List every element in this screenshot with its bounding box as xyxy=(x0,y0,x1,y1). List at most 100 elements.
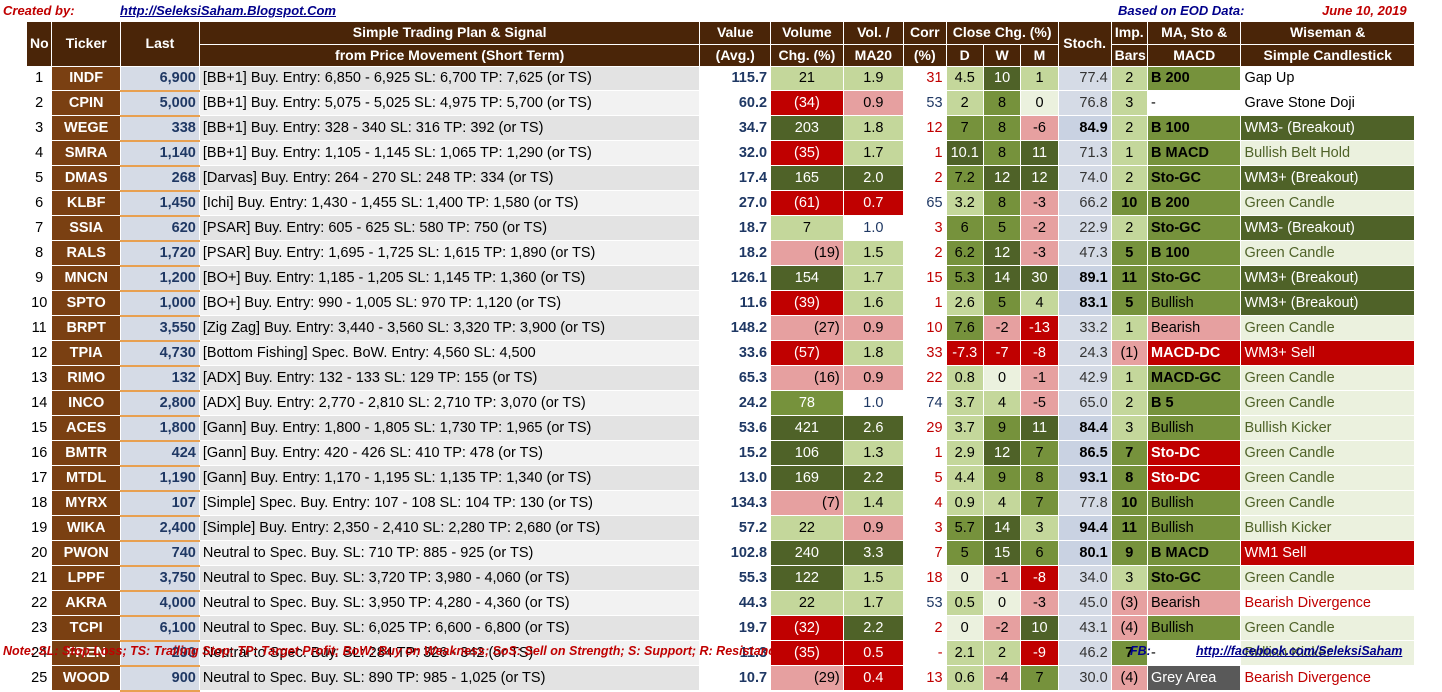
imp-bars: (4) xyxy=(1111,615,1148,641)
wiseman-candle: Green Candle xyxy=(1240,190,1415,216)
ticker-cell[interactable]: KLBF xyxy=(51,190,121,216)
ma-sto-macd: B 200 xyxy=(1147,66,1242,91)
ticker-cell[interactable]: MNCN xyxy=(51,265,121,291)
ma-sto-macd: Grey Area xyxy=(1147,665,1242,691)
value-avg: 19.7 xyxy=(699,615,772,641)
ticker-cell[interactable]: LPPF xyxy=(51,565,121,591)
ma-sto-macd: Bullish xyxy=(1147,290,1242,316)
ma-sto-macd: B 200 xyxy=(1147,190,1242,216)
value-avg: 10.7 xyxy=(699,665,772,691)
wiseman-candle: WM1 Sell xyxy=(1240,540,1415,566)
ticker-cell[interactable]: TCPI xyxy=(51,615,121,641)
imp-bars: 3 xyxy=(1111,90,1148,116)
imp-bars: 3 xyxy=(1111,565,1148,591)
ticker-cell[interactable]: INDF xyxy=(51,66,121,91)
trading-plan: [Simple] Buy. Entry: 2,350 - 2,410 SL: 2… xyxy=(199,515,701,541)
table-row: 15 ACES 1,800 [Gann] Buy. Entry: 1,800 - 1,… xyxy=(27,415,1415,442)
ticker-cell[interactable]: PWON xyxy=(51,540,121,566)
ticker-cell[interactable]: WIKA xyxy=(51,515,121,541)
stoch: 45.0 xyxy=(1058,590,1112,616)
corr: 2 xyxy=(903,165,947,191)
vol-ma20: 1.7 xyxy=(843,140,904,166)
ticker-cell[interactable]: MYRX xyxy=(51,490,121,516)
close-chg-m: -3 xyxy=(1020,190,1059,216)
ticker-cell[interactable]: SPTO xyxy=(51,290,121,316)
ticker-cell[interactable]: WOOD xyxy=(51,665,121,691)
corr: 65 xyxy=(903,190,947,216)
ma-sto-macd: B MACD xyxy=(1147,140,1242,166)
ma-sto-macd: Sto-GC xyxy=(1147,165,1242,191)
stoch: 83.1 xyxy=(1058,290,1112,316)
ticker-cell[interactable]: ACES xyxy=(51,415,121,441)
ma-sto-macd: - xyxy=(1147,90,1242,116)
volume-chg: (7) xyxy=(770,490,844,516)
close-chg-w: 4 xyxy=(983,390,1022,416)
last-price: 1,450 xyxy=(120,190,200,217)
imp-bars: 10 xyxy=(1111,190,1148,216)
ticker-cell[interactable]: AKRA xyxy=(51,590,121,616)
ticker-cell[interactable]: CPIN xyxy=(51,90,121,116)
last-price: 4,730 xyxy=(120,340,200,367)
close-chg-w: 14 xyxy=(983,515,1022,541)
last-price: 1,200 xyxy=(120,265,200,292)
ticker-cell[interactable]: TPIA xyxy=(51,340,121,366)
volume-chg: 421 xyxy=(770,415,844,441)
ticker-cell[interactable]: RALS xyxy=(51,240,121,266)
row-no: 8 xyxy=(27,240,53,266)
table-row: 12 TPIA 4,730 [Bottom Fishing] Spec. BoW. E… xyxy=(27,340,1415,367)
value-avg: 65.3 xyxy=(699,365,772,391)
trading-plan: [Bottom Fishing] Spec. BoW. Entry: 4,560… xyxy=(199,340,701,366)
close-chg-w: 0 xyxy=(983,590,1022,616)
imp-bars: 11 xyxy=(1111,515,1148,541)
trading-plan: [Darvas] Buy. Entry: 264 - 270 SL: 248 T… xyxy=(199,165,701,191)
ticker-cell[interactable]: RIMO xyxy=(51,365,121,391)
blog-link[interactable]: http://SeleksiSaham.Blogspot.Com xyxy=(120,3,336,18)
wiseman-candle: Green Candle xyxy=(1240,465,1415,491)
stoch: 71.3 xyxy=(1058,140,1112,166)
stoch: 80.1 xyxy=(1058,540,1112,566)
ticker-cell[interactable]: SSIA xyxy=(51,215,121,241)
ticker-cell[interactable]: DMAS xyxy=(51,165,121,191)
ticker-cell[interactable]: MTDL xyxy=(51,465,121,491)
stoch: 47.3 xyxy=(1058,240,1112,266)
col-vol-1: Volume xyxy=(770,22,844,45)
close-chg-m: 10 xyxy=(1020,615,1059,641)
trading-plan: [Gann] Buy. Entry: 1,800 - 1,805 SL: 1,7… xyxy=(199,415,701,441)
vol-ma20: 0.9 xyxy=(843,315,904,341)
ticker-cell[interactable]: BMTR xyxy=(51,440,121,466)
vol-ma20: 1.6 xyxy=(843,290,904,316)
row-no: 9 xyxy=(27,265,53,291)
close-chg-d: 6.2 xyxy=(946,240,984,266)
ma-sto-macd: Bullish xyxy=(1147,515,1242,541)
fb-link[interactable]: http://facebook.com/SeleksiSaham xyxy=(1196,644,1403,658)
last-price: 620 xyxy=(120,215,200,242)
close-chg-d: 4.4 xyxy=(946,465,984,491)
value-avg: 33.6 xyxy=(699,340,772,366)
last-price: 900 xyxy=(120,665,200,692)
close-chg-d: 0.6 xyxy=(946,665,984,691)
close-chg-d: 5 xyxy=(946,540,984,566)
value-avg: 11.6 xyxy=(699,290,772,316)
ticker-cell[interactable]: SMRA xyxy=(51,140,121,166)
close-chg-d: 5.3 xyxy=(946,265,984,291)
last-price: 107 xyxy=(120,490,200,517)
vol-ma20: 1.0 xyxy=(843,390,904,416)
ma-sto-macd: MACD-GC xyxy=(1147,365,1242,391)
row-no: 19 xyxy=(27,515,53,541)
wiseman-candle: Gap Up xyxy=(1240,66,1415,91)
wiseman-candle: Green Candle xyxy=(1240,390,1415,416)
ma-sto-macd: Sto-GC xyxy=(1147,265,1242,291)
ma-sto-macd: Bullish xyxy=(1147,415,1242,441)
col-stoch: Stoch. xyxy=(1058,22,1112,67)
ticker-cell[interactable]: INCO xyxy=(51,390,121,416)
close-chg-d: 6 xyxy=(946,215,984,241)
volume-chg: 165 xyxy=(770,165,844,191)
ticker-cell[interactable]: WEGE xyxy=(51,115,121,141)
close-chg-d: 2 xyxy=(946,90,984,116)
col-macd-2: MACD xyxy=(1147,44,1242,67)
trading-plan: Neutral to Spec. Buy. SL: 3,950 TP: 4,28… xyxy=(199,590,701,616)
last-price: 1,800 xyxy=(120,415,200,442)
ticker-cell[interactable]: BRPT xyxy=(51,315,121,341)
close-chg-d: 0 xyxy=(946,565,984,591)
close-chg-w: -2 xyxy=(983,315,1022,341)
